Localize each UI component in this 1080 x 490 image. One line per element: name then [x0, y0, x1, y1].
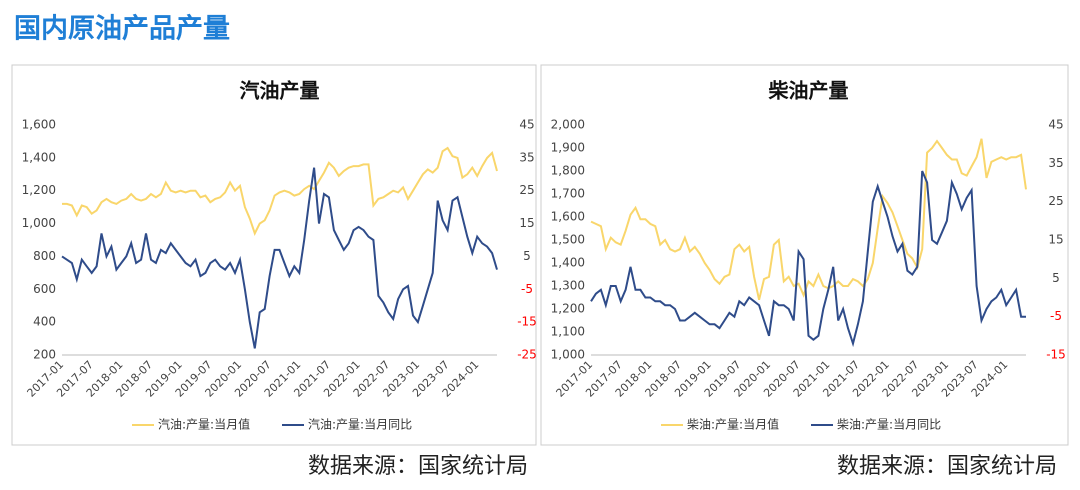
chart-title: 柴油产量 — [768, 79, 849, 103]
source: 数据来源：国家统计局 — [308, 454, 528, 479]
y-tick-label: 800 — [33, 249, 56, 263]
y-tick-label: 1,900 — [551, 141, 585, 155]
line-series — [590, 170, 1026, 348]
y-tick-label: 600 — [33, 282, 56, 296]
y2-tick-label: 45 — [1048, 118, 1063, 132]
y-tick-label: 1,700 — [551, 187, 585, 201]
y2-tick-label: 5 — [523, 249, 531, 263]
line-series — [61, 167, 498, 349]
legend-label: 柴油:产量:当月值 — [687, 417, 779, 432]
y-tick-label: 400 — [33, 315, 56, 329]
page-title: 国内原油产品产量 — [14, 14, 230, 45]
legend-label: 柴油:产量:当月同比 — [837, 418, 941, 432]
y2-tick-label: -5 — [521, 282, 533, 296]
y-tick-label: 200 — [33, 348, 56, 362]
y2-tick-label: -5 — [1050, 309, 1062, 323]
y2-tick-label: -25 — [517, 348, 537, 362]
y-tick-label: 1,800 — [551, 164, 585, 178]
y2-tick-label: -15 — [517, 315, 537, 329]
y-tick-label: 1,200 — [22, 183, 56, 197]
panel — [11, 64, 537, 446]
y-tick-label: 1,000 — [551, 348, 585, 362]
y-tick-label: 1,200 — [551, 302, 585, 316]
y-tick-label: 2,000 — [551, 118, 585, 132]
y2-tick-label: 15 — [519, 216, 534, 230]
y2-tick-label: 15 — [1048, 233, 1063, 247]
legend-label: 汽油:产量:当月值 — [158, 417, 250, 432]
y2-tick-label: 25 — [519, 183, 534, 197]
y-tick-label: 1,400 — [551, 256, 585, 270]
y-tick-label: 1,500 — [551, 233, 585, 247]
line-series — [62, 146, 498, 236]
line-series — [590, 138, 1027, 301]
y-tick-label: 1,600 — [22, 118, 56, 132]
y2-tick-label: 35 — [1048, 156, 1063, 170]
y-tick-label: 1,300 — [551, 279, 585, 293]
y2-tick-label: 35 — [519, 150, 534, 164]
y-tick-label: 1,600 — [551, 210, 585, 224]
legend-label: 汽油:产量:当月同比 — [308, 417, 412, 432]
chart-title: 汽油产量 — [240, 79, 320, 103]
panel — [540, 64, 1069, 446]
y-tick-label: 1,400 — [22, 150, 56, 164]
y2-tick-label: 45 — [519, 118, 534, 132]
y2-tick-label: 25 — [1048, 194, 1063, 208]
y2-tick-label: 5 — [1052, 271, 1060, 285]
y-tick-label: 1,100 — [551, 325, 585, 339]
y2-tick-label: -15 — [1046, 348, 1066, 362]
y-tick-label: 1,000 — [22, 216, 56, 230]
source: 数据来源：国家统计局 — [837, 454, 1057, 479]
